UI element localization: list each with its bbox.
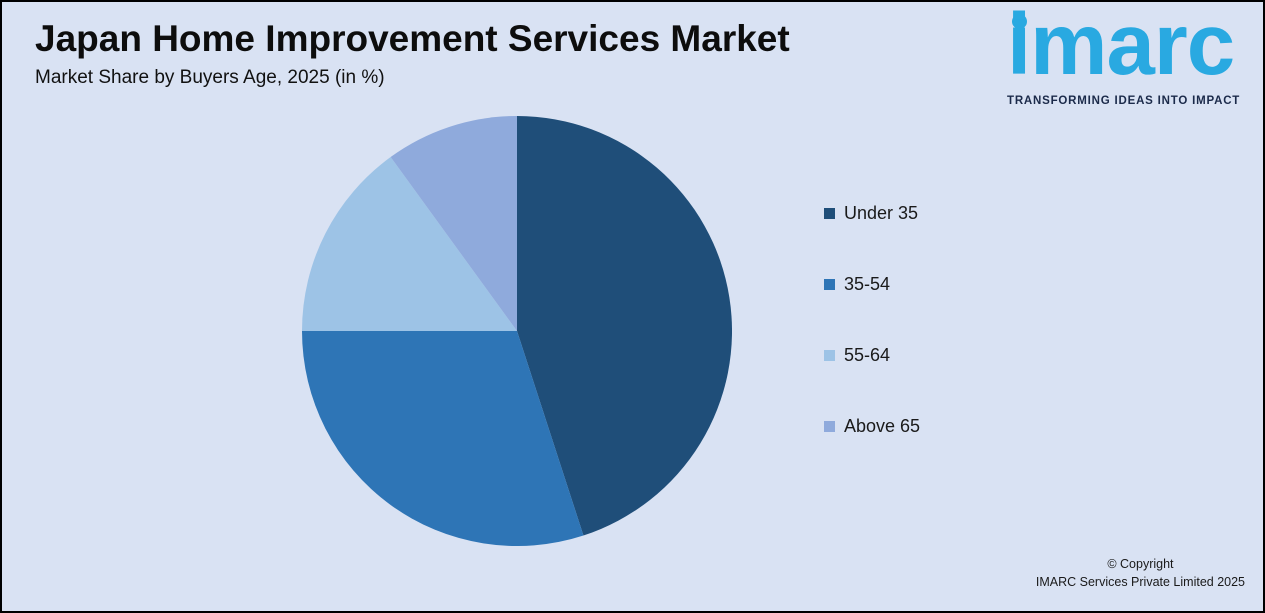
header: Japan Home Improvement Services Market M… <box>35 18 790 89</box>
logo-wordmark-wrap: imarc <box>1007 1 1249 88</box>
legend-marker-under-35 <box>824 208 835 219</box>
legend-item-55-64: 55-64 <box>824 345 920 366</box>
legend-marker-above-65 <box>824 421 835 432</box>
legend-label-55-64: 55-64 <box>844 345 891 365</box>
chart-legend: Under 35 35-54 55-64 Above 65 <box>824 203 920 437</box>
logo-dot-icon <box>1012 14 1027 29</box>
legend-item-35-54: 35-54 <box>824 274 920 295</box>
logo-tagline: TRANSFORMING IDEAS INTO IMPACT <box>1007 95 1241 107</box>
copyright-line2: IMARC Services Private Limited 2025 <box>1035 574 1245 589</box>
legend-item-under-35: Under 35 <box>824 203 920 224</box>
legend-item-above-65: Above 65 <box>824 416 920 437</box>
legend-label-above-65: Above 65 <box>844 416 921 436</box>
pie-slice-above-65 <box>390 116 517 331</box>
legend-marker-55-64 <box>824 350 835 361</box>
copyright-line1: © Copyright <box>1107 556 1174 571</box>
legend-label-35-54: 35-54 <box>844 274 891 294</box>
logo-wordmark: imarc <box>1007 1 1235 88</box>
legend-marker-35-54 <box>824 279 835 290</box>
imarc-logo: imarc TRANSFORMING IDEAS INTO IMPACT <box>1007 2 1249 107</box>
pie-slice-under-35 <box>517 116 732 536</box>
legend-label-under-35: Under 35 <box>844 203 919 223</box>
page-title: Japan Home Improvement Services Market <box>35 18 790 59</box>
page-subtitle: Market Share by Buyers Age, 2025 (in %) <box>35 66 385 88</box>
pie-slice-55-64 <box>302 157 517 331</box>
pie-chart-container <box>302 116 732 546</box>
copyright-notice: © Copyright IMARC Services Private Limit… <box>1036 555 1245 591</box>
pie-chart <box>302 116 732 546</box>
pie-slice-35-54 <box>302 331 584 546</box>
